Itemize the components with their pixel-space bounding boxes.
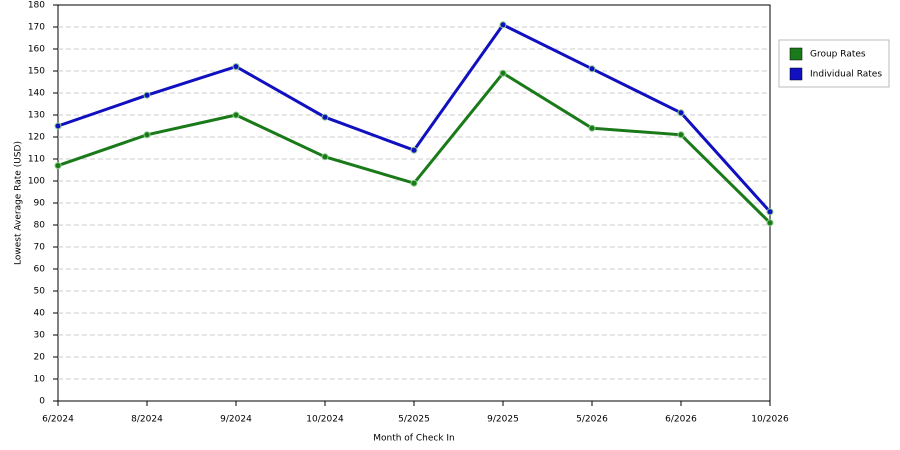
data-point xyxy=(321,113,329,121)
data-point xyxy=(677,109,685,117)
data-point xyxy=(588,124,596,132)
x-tick-label: 8/2024 xyxy=(131,415,163,425)
y-tick-label: 180 xyxy=(28,1,45,11)
x-tick-label: 9/2025 xyxy=(487,415,519,425)
y-tick-label: 130 xyxy=(28,111,45,121)
y-tick-label: 70 xyxy=(34,243,46,253)
x-axis-label: Month of Check In xyxy=(373,434,455,444)
data-point xyxy=(321,153,329,161)
data-point xyxy=(677,131,685,139)
data-point xyxy=(143,131,151,139)
data-point xyxy=(54,122,62,130)
y-axis-label: Lowest Average Rate (USD) xyxy=(14,141,24,265)
y-tick-label: 20 xyxy=(34,353,46,363)
data-point xyxy=(143,91,151,99)
x-tick-label: 5/2025 xyxy=(398,415,430,425)
y-tick-label: 170 xyxy=(28,23,45,33)
legend-swatch xyxy=(789,47,803,61)
data-point xyxy=(588,65,596,73)
data-point xyxy=(766,208,774,216)
y-tick-label: 100 xyxy=(28,177,45,187)
x-tick-label: 5/2026 xyxy=(576,415,608,425)
x-tick-label: 9/2024 xyxy=(220,415,252,425)
y-tick-label: 0 xyxy=(39,397,45,407)
data-point xyxy=(232,63,240,71)
y-tick-label: 140 xyxy=(28,89,45,99)
x-tick-label: 10/2026 xyxy=(751,415,789,425)
data-point xyxy=(410,179,418,187)
y-tick-label: 40 xyxy=(34,309,46,319)
x-tick-label: 10/2024 xyxy=(306,415,344,425)
y-tick-label: 160 xyxy=(28,45,45,55)
data-point xyxy=(499,21,507,29)
legend-label: Individual Rates xyxy=(810,70,882,80)
y-tick-label: 150 xyxy=(28,67,45,77)
y-tick-label: 90 xyxy=(34,199,46,209)
y-tick-label: 110 xyxy=(28,155,45,165)
x-tick-label: 6/2026 xyxy=(665,415,697,425)
legend-swatch xyxy=(789,67,803,81)
y-tick-label: 80 xyxy=(34,221,46,231)
y-tick-label: 60 xyxy=(34,265,46,275)
data-point xyxy=(410,146,418,154)
data-point xyxy=(232,111,240,119)
y-tick-label: 30 xyxy=(34,331,46,341)
data-point xyxy=(766,219,774,227)
data-point xyxy=(499,69,507,77)
legend-label: Group Rates xyxy=(810,50,866,60)
y-tick-label: 120 xyxy=(28,133,45,143)
x-tick-label: 6/2024 xyxy=(42,415,74,425)
y-tick-label: 10 xyxy=(34,375,46,385)
data-point xyxy=(54,162,62,170)
y-tick-label: 50 xyxy=(34,287,46,297)
